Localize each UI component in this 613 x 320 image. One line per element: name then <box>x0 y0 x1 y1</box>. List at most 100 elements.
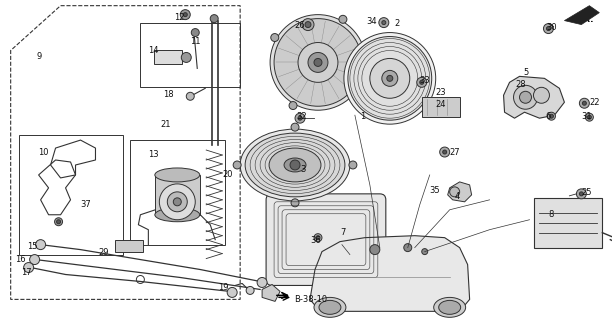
Circle shape <box>305 22 311 28</box>
Polygon shape <box>447 182 471 202</box>
Text: 21: 21 <box>161 120 171 129</box>
Circle shape <box>587 115 592 119</box>
Ellipse shape <box>240 129 350 201</box>
Text: 31: 31 <box>581 112 592 121</box>
Circle shape <box>533 87 549 103</box>
Circle shape <box>514 85 538 109</box>
Text: 26: 26 <box>294 20 305 30</box>
Circle shape <box>24 262 34 273</box>
Ellipse shape <box>439 300 460 314</box>
Text: 37: 37 <box>80 200 91 209</box>
Circle shape <box>420 80 424 84</box>
Bar <box>155 175 200 215</box>
Bar <box>154 51 182 64</box>
Circle shape <box>519 91 531 103</box>
Circle shape <box>298 43 338 82</box>
Text: B-38-10: B-38-10 <box>294 295 327 304</box>
Text: 12: 12 <box>174 13 185 22</box>
Circle shape <box>404 244 412 252</box>
Ellipse shape <box>314 297 346 317</box>
Text: 6: 6 <box>546 112 551 121</box>
Circle shape <box>180 10 190 20</box>
Circle shape <box>302 19 314 31</box>
Circle shape <box>440 147 450 157</box>
Circle shape <box>191 28 199 36</box>
Circle shape <box>291 123 299 131</box>
Bar <box>115 240 143 252</box>
Circle shape <box>549 114 554 118</box>
Circle shape <box>36 240 45 250</box>
Text: 4: 4 <box>455 192 460 201</box>
Text: 14: 14 <box>148 46 159 55</box>
Text: 11: 11 <box>190 36 201 45</box>
Ellipse shape <box>319 300 341 314</box>
Circle shape <box>314 234 322 242</box>
Text: 22: 22 <box>589 98 600 107</box>
Polygon shape <box>503 76 565 118</box>
Ellipse shape <box>284 158 306 172</box>
Circle shape <box>316 236 320 240</box>
Text: 36: 36 <box>310 236 321 245</box>
Circle shape <box>186 92 194 100</box>
Text: 35: 35 <box>430 186 440 195</box>
Text: 24: 24 <box>436 100 446 109</box>
Text: 29: 29 <box>99 248 109 257</box>
Circle shape <box>233 161 241 169</box>
Ellipse shape <box>434 297 466 317</box>
Text: 33: 33 <box>420 76 430 85</box>
Circle shape <box>55 218 63 226</box>
Circle shape <box>270 15 366 110</box>
Circle shape <box>295 113 305 123</box>
Text: 15: 15 <box>26 242 37 251</box>
Text: 23: 23 <box>436 88 446 97</box>
Circle shape <box>246 286 254 294</box>
Text: 2: 2 <box>395 19 400 28</box>
Circle shape <box>183 13 187 17</box>
Circle shape <box>167 192 187 212</box>
Bar <box>18 135 123 255</box>
Circle shape <box>422 249 428 255</box>
Polygon shape <box>262 284 280 301</box>
Circle shape <box>159 184 196 220</box>
Text: FR.: FR. <box>577 15 594 24</box>
Circle shape <box>443 150 447 154</box>
Ellipse shape <box>155 168 200 182</box>
Circle shape <box>546 27 550 31</box>
Bar <box>422 97 460 117</box>
Text: 27: 27 <box>450 148 460 157</box>
Circle shape <box>181 52 191 62</box>
Circle shape <box>308 52 328 72</box>
Circle shape <box>382 20 386 25</box>
Circle shape <box>576 189 587 199</box>
Circle shape <box>227 287 237 297</box>
Circle shape <box>271 34 279 42</box>
Text: 17: 17 <box>21 268 31 276</box>
Text: 10: 10 <box>37 148 48 157</box>
Circle shape <box>547 112 555 120</box>
Bar <box>535 198 603 248</box>
Ellipse shape <box>155 208 200 222</box>
Ellipse shape <box>245 133 345 197</box>
Text: 8: 8 <box>549 210 554 219</box>
Text: 25: 25 <box>581 188 592 197</box>
Circle shape <box>579 98 589 108</box>
Circle shape <box>582 101 587 105</box>
Circle shape <box>450 187 460 197</box>
Circle shape <box>417 77 427 87</box>
Circle shape <box>349 161 357 169</box>
Circle shape <box>274 19 362 106</box>
Circle shape <box>289 101 297 109</box>
Text: 3: 3 <box>300 165 305 174</box>
Circle shape <box>544 24 554 34</box>
Circle shape <box>348 36 432 120</box>
Text: 7: 7 <box>340 228 345 237</box>
Polygon shape <box>565 6 600 25</box>
Circle shape <box>257 277 267 287</box>
Circle shape <box>387 76 393 81</box>
Circle shape <box>339 15 347 23</box>
Text: 32: 32 <box>296 112 306 121</box>
Text: 5: 5 <box>524 68 529 77</box>
Circle shape <box>357 83 365 91</box>
Text: 20: 20 <box>222 170 233 179</box>
Text: 18: 18 <box>163 90 174 99</box>
